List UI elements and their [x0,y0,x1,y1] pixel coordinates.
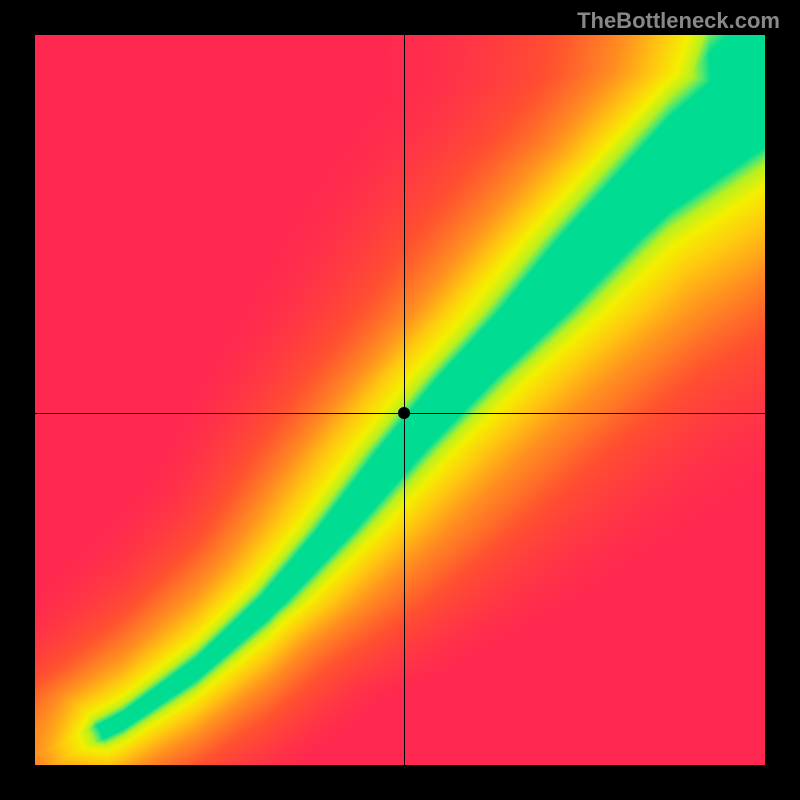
chart-container: TheBottleneck.com [0,0,800,800]
watermark-text: TheBottleneck.com [577,8,780,34]
heatmap-canvas [35,35,765,765]
plot-area [35,35,765,765]
marker-dot [398,407,410,419]
crosshair-vertical [404,35,405,765]
